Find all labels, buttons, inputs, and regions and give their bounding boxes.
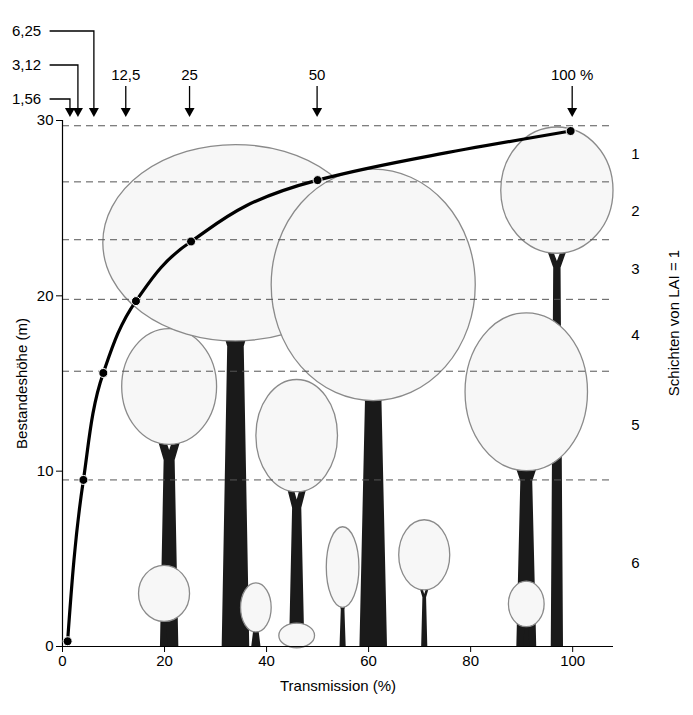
svg-text:2: 2	[631, 202, 639, 219]
svg-text:1: 1	[631, 145, 639, 162]
svg-text:80: 80	[462, 652, 479, 669]
svg-text:50: 50	[309, 66, 326, 83]
svg-text:6,25: 6,25	[12, 22, 41, 39]
svg-text:4: 4	[631, 326, 639, 343]
svg-text:20: 20	[156, 652, 173, 669]
svg-text:40: 40	[258, 652, 275, 669]
svg-text:1,56: 1,56	[12, 90, 41, 107]
svg-text:25: 25	[181, 66, 198, 83]
svg-text:12,5: 12,5	[111, 66, 140, 83]
svg-text:3,12: 3,12	[12, 56, 41, 73]
svg-text:100 %: 100 %	[551, 66, 594, 83]
svg-text:30: 30	[37, 111, 54, 128]
svg-text:0: 0	[45, 637, 53, 654]
svg-text:Bestandeshöhe (m): Bestandeshöhe (m)	[13, 318, 30, 449]
svg-text:0: 0	[58, 652, 66, 669]
svg-text:60: 60	[360, 652, 377, 669]
svg-text:10: 10	[37, 462, 54, 479]
svg-text:Schichten von LAI = 1: Schichten von LAI = 1	[665, 250, 682, 396]
svg-text:3: 3	[631, 260, 639, 277]
svg-text:20: 20	[37, 287, 54, 304]
svg-text:Transmission (%): Transmission (%)	[280, 677, 396, 694]
svg-text:6: 6	[631, 554, 639, 571]
svg-text:100: 100	[560, 652, 585, 669]
svg-text:5: 5	[631, 416, 639, 433]
